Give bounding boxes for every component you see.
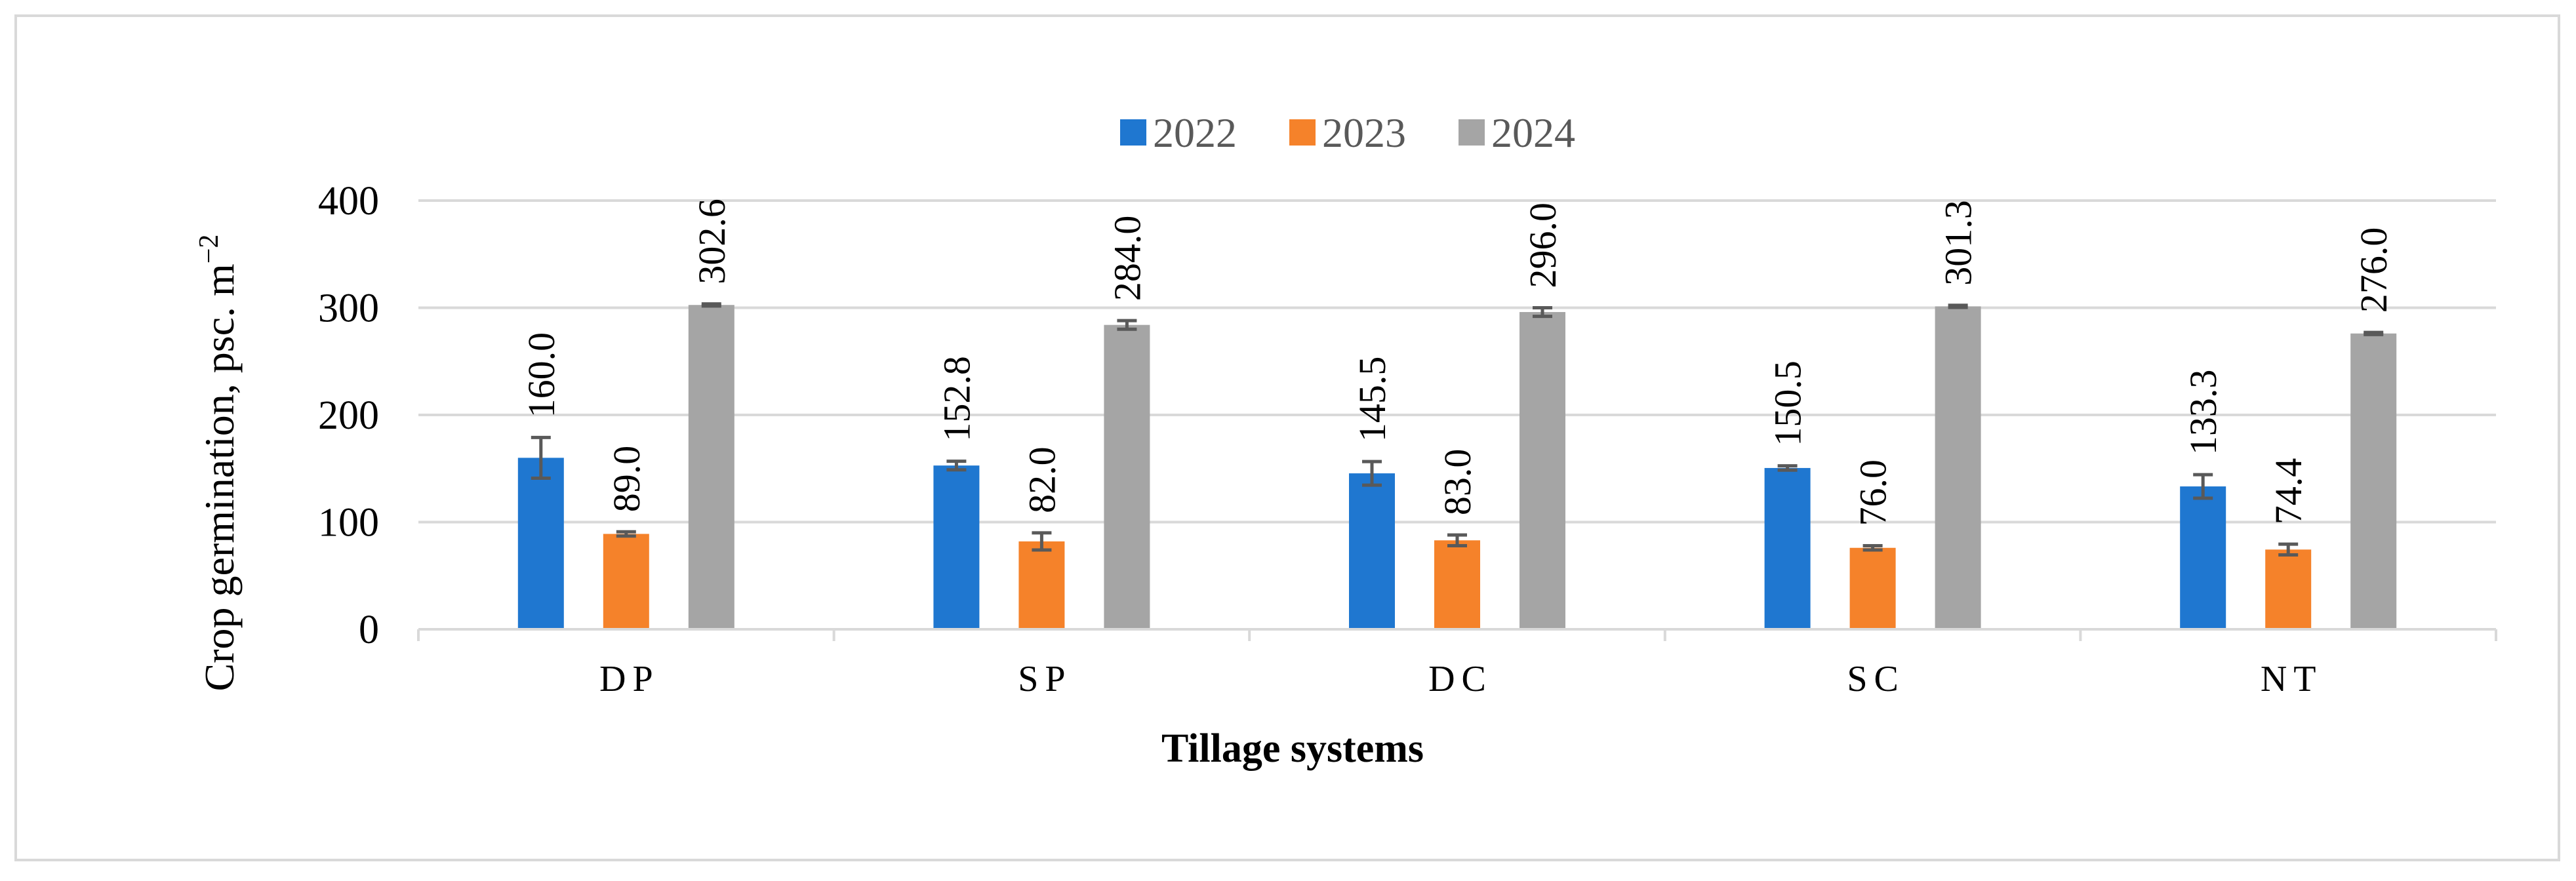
legend-label: 2024 bbox=[1491, 109, 1575, 156]
legend-label: 2022 bbox=[1153, 109, 1237, 156]
legend-label: 2023 bbox=[1322, 109, 1406, 156]
bars bbox=[517, 305, 2397, 629]
data-label-2024-DC: 296.0 bbox=[1521, 203, 1564, 288]
data-label-2024-SC: 301.3 bbox=[1937, 200, 1980, 286]
data-label-2022-DP: 160.0 bbox=[520, 332, 563, 418]
error-bar bbox=[616, 530, 636, 538]
data-label-2024-SP: 284.0 bbox=[1106, 216, 1148, 302]
error-bar bbox=[2364, 330, 2384, 336]
category-label: SP bbox=[1018, 659, 1072, 699]
error-bar bbox=[1948, 303, 1968, 309]
data-label-2023-NT: 74.4 bbox=[2267, 458, 2310, 525]
error-bar bbox=[531, 435, 551, 480]
data-label-2023-SC: 76.0 bbox=[1852, 460, 1895, 526]
error-bars bbox=[531, 302, 2384, 557]
y-tick-label: 0 bbox=[359, 608, 379, 652]
y-tick-label: 200 bbox=[318, 393, 379, 438]
error-bar bbox=[1447, 533, 1467, 547]
legend-swatch bbox=[1289, 119, 1316, 146]
bar-2022-SC bbox=[1764, 467, 1811, 629]
y-axis-title: Crop germination, psc. m−2 bbox=[194, 234, 243, 691]
legend-item-2024: 2024 bbox=[1459, 109, 1575, 156]
x-axis-title: Tillage systems bbox=[1161, 726, 1424, 771]
bar-2022-SP bbox=[933, 465, 980, 629]
legend-swatch bbox=[1120, 119, 1146, 146]
data-label-2023-DP: 89.0 bbox=[605, 446, 648, 513]
legend: 2022 2023 2024 bbox=[1120, 109, 1575, 156]
error-bar bbox=[2278, 542, 2299, 557]
error-bar bbox=[1032, 531, 1052, 552]
error-bar bbox=[1117, 319, 1137, 331]
bar-2024-NT bbox=[2350, 333, 2397, 629]
legend-swatch bbox=[1459, 119, 1485, 146]
error-bar bbox=[1362, 460, 1382, 487]
bar-2024-DP bbox=[688, 305, 735, 629]
data-label-2022-DC: 145.5 bbox=[1351, 357, 1394, 442]
bar-chart: 0 100 200 300 400 160.0 152.8 145.5 150.5 133.3 8… bbox=[194, 109, 2497, 771]
error-bar bbox=[2193, 473, 2213, 500]
bar-2023-SC bbox=[1849, 547, 1896, 629]
data-label-2022-SC: 150.5 bbox=[1767, 361, 1809, 446]
error-bar bbox=[1533, 306, 1552, 319]
legend-item-2022: 2022 bbox=[1120, 109, 1237, 156]
category-label: DC bbox=[1428, 659, 1493, 699]
y-tick-label: 400 bbox=[318, 179, 379, 224]
category-label: DP bbox=[599, 659, 660, 699]
bar-2022-NT bbox=[2180, 486, 2226, 629]
error-bar bbox=[701, 302, 721, 308]
chart-frame: 0 100 200 300 400 160.0 152.8 145.5 150.5 133.3 8… bbox=[14, 14, 2560, 861]
data-label-2024-DP: 302.6 bbox=[691, 199, 733, 284]
error-bar bbox=[1777, 464, 1798, 472]
bar-2023-NT bbox=[2265, 549, 2312, 629]
data-label-2023-DC: 83.0 bbox=[1436, 449, 1479, 516]
data-labels: 160.0 152.8 145.5 150.5 133.3 89.0 82.0 83.0 76.… bbox=[520, 199, 2395, 526]
data-label-2023-SP: 82.0 bbox=[1020, 446, 1063, 513]
category-label: NT bbox=[2261, 659, 2323, 699]
category-label: SC bbox=[1847, 659, 1905, 699]
bar-2023-DP bbox=[603, 534, 649, 629]
bar-2022-DC bbox=[1349, 473, 1395, 629]
error-bar bbox=[946, 460, 967, 472]
legend-item-2023: 2023 bbox=[1289, 109, 1406, 156]
y-axis-title-superscript: −2 bbox=[194, 234, 224, 264]
data-label-2024-NT: 276.0 bbox=[2352, 227, 2395, 313]
bar-2022-DP bbox=[517, 458, 564, 629]
data-label-2022-SP: 152.8 bbox=[935, 356, 978, 442]
x-axis bbox=[417, 628, 2497, 641]
category-labels: DP SP DC SC NT bbox=[599, 659, 2323, 699]
bar-2024-DC bbox=[1519, 312, 1565, 629]
y-axis-ticks: 0 100 200 300 400 bbox=[318, 179, 379, 652]
bar-2023-SP bbox=[1018, 541, 1065, 629]
gridlines bbox=[418, 199, 2496, 524]
error-bar bbox=[1862, 543, 1883, 552]
data-label-2022-NT: 133.3 bbox=[2182, 370, 2224, 456]
bar-2024-SC bbox=[1935, 306, 1981, 629]
bar-2024-SP bbox=[1104, 324, 1150, 629]
y-tick-label: 300 bbox=[318, 286, 379, 331]
y-axis-title-text: Crop germination, psc. m bbox=[196, 264, 243, 691]
bar-2023-DC bbox=[1434, 540, 1480, 629]
y-tick-label: 100 bbox=[318, 501, 379, 545]
